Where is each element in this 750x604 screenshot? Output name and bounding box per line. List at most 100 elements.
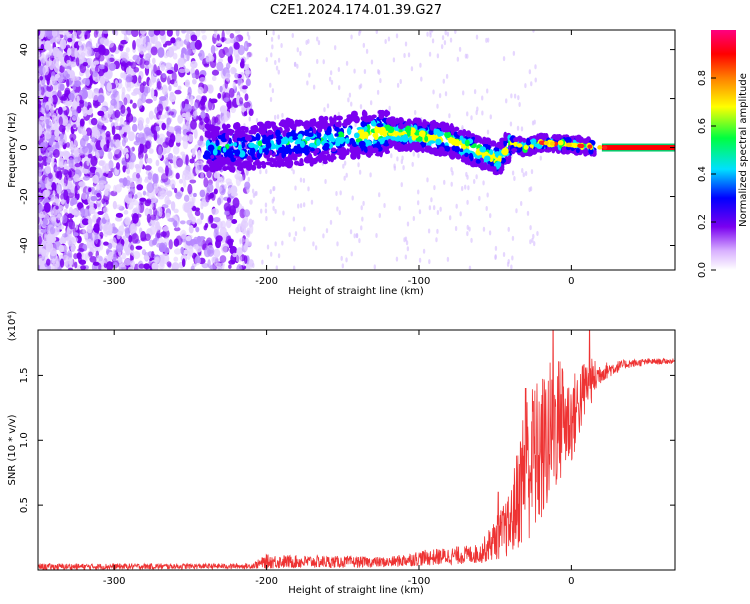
spectrogram-noise-cell bbox=[125, 47, 130, 53]
spectrogram-signal-cell bbox=[286, 118, 294, 125]
spectrogram-signal-cell bbox=[421, 120, 428, 129]
spectrogram-noise-cell bbox=[420, 76, 423, 82]
spectrogram-noise-cell bbox=[405, 240, 409, 246]
spectrogram-noise-cell bbox=[58, 156, 64, 167]
spectrogram-noise-cell bbox=[227, 187, 232, 195]
spectrogram-noise-cell bbox=[159, 206, 163, 218]
spectrogram-noise-cell bbox=[61, 93, 68, 101]
spectrogram-noise-cell bbox=[246, 63, 250, 69]
spectrogram-noise-cell bbox=[126, 168, 131, 175]
spectrogram-signal-cell bbox=[449, 151, 456, 160]
spectrogram-noise-cell bbox=[215, 235, 223, 243]
spectrogram-signal-cell bbox=[464, 157, 471, 164]
spectrogram-noise-cell bbox=[363, 68, 367, 74]
spectrogram-noise-cell bbox=[63, 208, 68, 214]
spectrogram-signal-cell bbox=[312, 127, 317, 134]
spectrogram-noise-cell bbox=[81, 218, 90, 226]
spectrogram-signal-cell bbox=[334, 133, 339, 137]
spectrogram-signal-cell bbox=[374, 152, 382, 157]
spectrogram-noise-cell bbox=[89, 166, 97, 174]
spectrogram-noise-cell bbox=[272, 30, 275, 36]
spectrogram-noise-cell bbox=[161, 253, 170, 265]
spectrogram-noise-cell bbox=[406, 246, 410, 252]
spectrogram-noise-cell bbox=[229, 205, 236, 216]
spectrogram-noise-cell bbox=[515, 208, 518, 214]
spectrogram-noise-cell bbox=[306, 80, 309, 86]
spectrogram-noise-cell bbox=[77, 40, 83, 47]
spectrogram-noise-cell bbox=[349, 229, 353, 235]
spectrogram-noise-cell bbox=[139, 142, 144, 154]
spectrogram-noise-cell bbox=[281, 240, 284, 246]
spectrogram-noise-cell bbox=[518, 102, 521, 108]
spectrogram-noise-cell bbox=[169, 179, 176, 188]
spectrogram-signal-cell bbox=[372, 132, 379, 138]
spectrogram-noise-cell bbox=[347, 97, 350, 103]
spectrogram-noise-cell bbox=[38, 40, 41, 48]
spectrogram-noise-cell bbox=[248, 116, 251, 122]
spectrogram-signal-cell bbox=[406, 128, 411, 136]
spectrogram-noise-cell bbox=[59, 30, 64, 33]
spectrogram-noise-cell bbox=[98, 180, 107, 185]
spectrogram-noise-cell bbox=[239, 86, 243, 92]
spectrogram-noise-cell bbox=[81, 185, 89, 194]
spectrogram-noise-cell bbox=[83, 208, 90, 217]
spectrogram-noise-cell bbox=[67, 267, 74, 270]
spectrogram-noise-cell bbox=[416, 200, 420, 206]
spectrogram-noise-cell bbox=[140, 197, 145, 206]
spectrogram-signal-cell bbox=[451, 145, 456, 152]
spectrogram-noise-cell bbox=[213, 116, 219, 124]
spectrogram-noise-cell bbox=[507, 226, 510, 232]
spectrogram-signal-cell bbox=[257, 140, 263, 147]
spectrogram-signal-cell bbox=[500, 157, 507, 164]
spectrogram-noise-cell bbox=[92, 261, 100, 266]
spectrogram-noise-cell bbox=[166, 50, 170, 57]
spectrogram-noise-cell bbox=[130, 244, 135, 251]
spectrogram-noise-cell bbox=[70, 236, 79, 243]
spectrogram-noise-cell bbox=[194, 210, 201, 217]
spectrogram-noise-cell bbox=[248, 218, 253, 228]
spectrogram-signal-cell bbox=[557, 139, 564, 146]
spectrogram-noise-cell bbox=[388, 105, 391, 111]
spectrogram-noise-cell bbox=[121, 138, 127, 147]
spectrogram-noise-cell bbox=[489, 213, 492, 219]
spectrogram-noise-cell bbox=[85, 68, 90, 79]
spectrogram-noise-cell bbox=[337, 66, 341, 72]
spectrogram-signal-cell bbox=[211, 132, 217, 141]
spectrogram-signal-cell bbox=[385, 149, 390, 154]
spectrogram-signal-cell bbox=[233, 142, 238, 147]
spectrogram-noise-cell bbox=[45, 165, 52, 174]
spectrogram-noise-cell bbox=[448, 215, 452, 221]
spectrogram-noise-cell bbox=[67, 37, 73, 43]
spectrogram-x-ticks: -300 -200 -100 0 bbox=[103, 30, 575, 287]
spectrogram-noise-cell bbox=[122, 177, 128, 187]
spectrogram-noise-cell bbox=[54, 135, 61, 141]
spectrogram-noise-cell bbox=[42, 217, 49, 226]
spectrogram-signal-cell bbox=[523, 144, 529, 150]
spectrogram-y-tick-label: -20 bbox=[19, 188, 30, 204]
spectrogram-noise-cell bbox=[449, 37, 453, 43]
spectrogram-noise-cell bbox=[296, 47, 299, 53]
spectrogram-signal-cell bbox=[275, 129, 281, 137]
spectrogram-signal-cell bbox=[236, 137, 241, 142]
spectrogram-noise-cell bbox=[86, 159, 90, 167]
spectrogram-noise-cell bbox=[350, 101, 353, 107]
spectrogram-noise-cell bbox=[171, 262, 180, 270]
spectrogram-signal-cell bbox=[410, 141, 416, 149]
spectrogram-noise-cell bbox=[158, 185, 165, 194]
spectrogram-signal-cell bbox=[282, 157, 290, 162]
spectrogram-noise-cell bbox=[79, 137, 86, 148]
spectrogram-noise-cell bbox=[115, 162, 121, 170]
spectrogram-noise-cell bbox=[539, 155, 542, 161]
spectrogram-noise-cell bbox=[137, 150, 144, 160]
spectrogram-noise-cell bbox=[436, 228, 439, 234]
spectrogram-y-tick-label: 0 bbox=[19, 144, 30, 150]
spectrogram-noise-cell bbox=[219, 226, 227, 236]
spectrogram-noise-cell bbox=[97, 110, 105, 117]
spectrogram-noise-cell bbox=[254, 191, 257, 197]
spectrogram-noise-cell bbox=[433, 185, 436, 191]
spectrogram-signal-cell bbox=[215, 139, 220, 147]
spectrogram-noise-cell bbox=[215, 262, 221, 268]
snr-y-ticks: 0.51.01.5 bbox=[19, 367, 675, 513]
spectrogram-noise-cell bbox=[307, 38, 310, 44]
spectrogram-noise-cell bbox=[187, 207, 193, 219]
